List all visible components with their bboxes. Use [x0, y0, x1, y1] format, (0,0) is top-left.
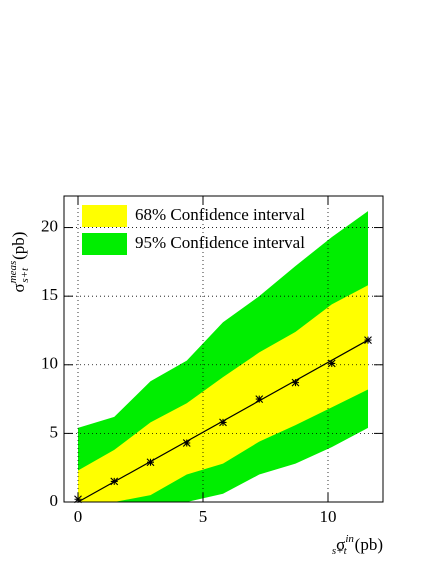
- y-tick-label: 0: [50, 491, 59, 510]
- label-part: in: [345, 533, 354, 545]
- legend-swatch: [82, 233, 127, 255]
- data-point: [364, 336, 372, 344]
- data-point: [146, 458, 155, 467]
- axis-label: σin s+t (pb): [332, 533, 383, 557]
- legend-label: 68% Confidence interval: [135, 205, 305, 224]
- plot-frame: [63, 195, 384, 503]
- data-point: [255, 395, 264, 403]
- x-tick-label: 0: [74, 507, 83, 526]
- x-tick-label: 10: [320, 507, 337, 526]
- legend-swatch: [82, 205, 127, 227]
- label-part: (pb): [355, 535, 383, 554]
- data-point: [219, 418, 227, 427]
- label-part: (pb): [9, 232, 28, 260]
- data-point: [182, 439, 191, 447]
- label-part: σ: [336, 535, 345, 554]
- axis-label: σmeass+t (pb): [7, 232, 31, 293]
- data-point: [327, 359, 336, 368]
- x-tick-label: 5: [199, 507, 208, 526]
- y-axis-label: σmeass+t (pb): [7, 232, 31, 293]
- y-tick-label: 20: [41, 216, 58, 235]
- confidence-band: [78, 285, 368, 502]
- legend-label: 95% Confidence interval: [135, 233, 305, 252]
- label-part: meas: [7, 261, 19, 284]
- y-tick-label: 10: [41, 354, 58, 373]
- y-tick-label: 5: [50, 422, 59, 441]
- label-part: s+t: [19, 267, 31, 283]
- label-part: s+t: [332, 545, 348, 557]
- x-axis-label: σin s+t (pb): [332, 533, 383, 557]
- label-part: σ: [9, 283, 28, 292]
- data-point: [291, 378, 300, 387]
- data-point: [110, 477, 119, 486]
- y-tick-label: 15: [41, 285, 58, 304]
